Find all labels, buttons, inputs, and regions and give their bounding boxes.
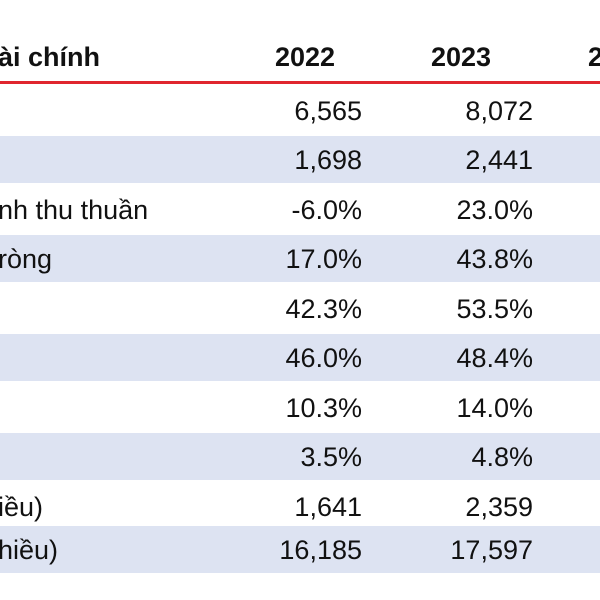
table-header: ài chính 2022 2023 2: [0, 0, 600, 84]
value-2023: 2,359: [465, 492, 533, 522]
table-row: 3.5% 4.8%: [0, 433, 600, 480]
value-2023: 53.5%: [456, 294, 533, 324]
header-year-2023: 2023: [431, 42, 492, 72]
value-2023: 8,072: [465, 96, 533, 126]
value-2023: 23.0%: [456, 195, 533, 225]
value-2022: 10.3%: [285, 393, 362, 423]
value-2023: 2,441: [465, 145, 533, 175]
table-row: iều) 1,641 2,359: [0, 483, 600, 530]
value-2022: 16,185: [279, 535, 362, 565]
table-row: nh thu thuần -6.0% 23.0%: [0, 186, 600, 233]
table-row: 1,698 2,441: [0, 136, 600, 183]
row-label: ròng: [0, 244, 53, 274]
value-2022: 3.5%: [300, 442, 362, 472]
value-2022: 17.0%: [285, 244, 362, 274]
value-2023: 14.0%: [456, 393, 533, 423]
table-row: 42.3% 53.5%: [0, 285, 600, 332]
table-row: ròng 17.0% 43.8%: [0, 235, 600, 282]
value-2022: 6,565: [294, 96, 362, 126]
row-label: nh thu thuần: [0, 195, 149, 225]
value-2023: 4.8%: [471, 442, 533, 472]
value-2022: 46.0%: [285, 343, 362, 373]
value-2023: 17,597: [450, 535, 533, 565]
header-year-next: 2: [588, 42, 600, 72]
header-label: ài chính: [0, 42, 101, 72]
header-year-2022: 2022: [275, 42, 336, 72]
value-2022: 1,698: [294, 145, 362, 175]
value-2022: -6.0%: [291, 195, 362, 225]
table-row: 6,565 8,072: [0, 87, 600, 134]
table-row: 10.3% 14.0%: [0, 384, 600, 431]
table-row: hiều) 16,185 17,597: [0, 526, 600, 573]
table-row: 46.0% 48.4%: [0, 334, 600, 381]
value-2022: 42.3%: [285, 294, 362, 324]
value-2023: 48.4%: [456, 343, 533, 373]
row-label: hiều): [0, 535, 59, 565]
row-label: iều): [0, 492, 44, 522]
value-2022: 1,641: [294, 492, 362, 522]
value-2023: 43.8%: [456, 244, 533, 274]
